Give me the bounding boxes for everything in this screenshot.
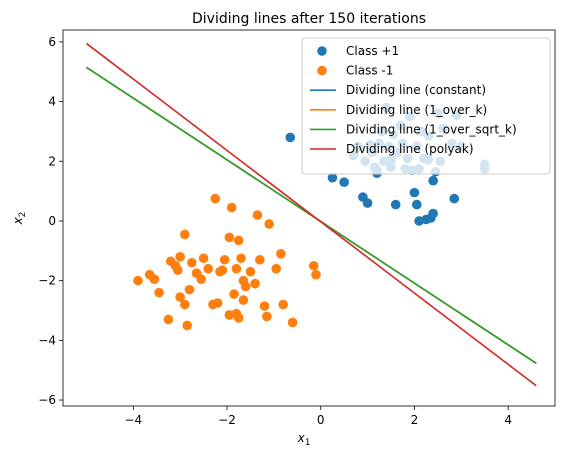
y-tick-label: −6 (38, 393, 56, 407)
class-minus1-point (217, 265, 228, 276)
class-minus1-point (311, 269, 321, 280)
class-minus1-point (278, 299, 289, 310)
legend-entry-line-3-label: Dividing line (1_over_sqrt_k) (346, 122, 517, 136)
class-minus1-point (184, 284, 195, 295)
class-minus1-point (264, 219, 274, 229)
class-minus1-point (175, 251, 185, 262)
class-minus1-point (236, 253, 246, 264)
class-plus1-point (358, 192, 368, 202)
legend-entry-line-4-label: Dividing line (polyak) (346, 142, 474, 156)
y-axis-label-sub: 2 (18, 212, 28, 218)
class-minus1-point (254, 254, 265, 265)
class-minus1-point (187, 257, 197, 268)
class-minus1-point (182, 320, 192, 331)
x-axis-label-sub: 1 (305, 438, 311, 448)
x-tick-label: 4 (504, 413, 512, 427)
class-minus1-point (271, 263, 282, 274)
x-tick-label: −2 (218, 413, 236, 427)
class-minus1-point (180, 299, 190, 310)
class-plus1-point (428, 208, 438, 219)
class-plus1-point (428, 175, 438, 186)
legend: Class +1 Class -1 Dividing line (constant)… (301, 37, 551, 175)
class-minus1-point (173, 265, 183, 276)
class-plus1-point (327, 172, 338, 183)
class-minus1-point (245, 266, 256, 277)
x-tick-label: −4 (124, 413, 142, 427)
plot-frame (62, 29, 556, 407)
class-plus1-point (339, 177, 349, 187)
chart-title: Dividing lines after 150 iterations (192, 11, 426, 27)
x-axis-label-main: x (297, 431, 306, 445)
class-minus1-point (231, 263, 242, 274)
class-minus1-point (259, 301, 270, 311)
class-minus1-point (154, 287, 164, 298)
legend-entry-line-2-label: Dividing line (1_over_k) (346, 103, 487, 117)
class-minus1-point (238, 275, 249, 286)
y-tick-label: −2 (38, 274, 56, 288)
y-tick-label: 4 (48, 95, 56, 109)
class-plus1-point (411, 199, 422, 210)
class-minus1-point (149, 274, 160, 284)
class-minus1-point (229, 289, 239, 299)
class-minus1-point (250, 278, 260, 289)
x-tick-label: 0 (317, 413, 325, 427)
class-minus1-point (203, 263, 214, 274)
dividing-line-4 (85, 42, 537, 387)
y-tick-label: 2 (48, 154, 56, 168)
class-minus1-point (238, 295, 249, 305)
y-tick-label: 0 (48, 214, 56, 228)
class-minus1-point (198, 253, 209, 264)
class-minus1-point (219, 254, 230, 265)
class-minus1-point (180, 229, 190, 240)
y-axis-ticks: −6 −4 −2 0 2 4 6 (38, 35, 63, 407)
class-minus1-point (224, 232, 235, 243)
x-axis-ticks: −4 −2 0 2 4 (124, 406, 512, 427)
class-minus1-point (308, 260, 319, 271)
y-axis-label: x2 (11, 212, 28, 226)
class-minus1-point (163, 314, 174, 325)
y-tick-label: 6 (48, 35, 56, 49)
legend-box (301, 37, 551, 175)
class-minus1-point (210, 193, 221, 204)
class-plus1-point (390, 199, 401, 210)
class-minus1-point (175, 292, 185, 302)
legend-entry-class-1-label: Class +1 (346, 44, 399, 58)
y-axis-label-main: x (11, 216, 25, 225)
class-plus1-point (449, 193, 460, 204)
y-tick-label: −4 (38, 333, 56, 347)
class-minus1-point (226, 202, 237, 213)
legend-entry-class-2-marker (317, 65, 327, 76)
class-minus1-point (233, 313, 244, 323)
class-minus1-point (252, 210, 263, 220)
class-minus1-point (287, 317, 298, 328)
class-plus1-point (409, 187, 420, 198)
x-tick-label: 2 (411, 413, 419, 427)
x-axis-label: x1 (297, 431, 311, 448)
class-minus1-point (276, 249, 286, 259)
class-minus1-point (196, 274, 207, 284)
legend-entry-line-1-label: Dividing line (constant) (346, 83, 486, 97)
class-minus1-point (133, 275, 143, 286)
class-plus1-point (285, 132, 296, 143)
legend-entry-class-1-marker (317, 46, 327, 56)
class-minus1-point (212, 298, 223, 308)
legend-entry-class-2-label: Class -1 (346, 64, 393, 78)
class-minus1-point (262, 311, 272, 322)
class-minus1-point (233, 235, 244, 246)
